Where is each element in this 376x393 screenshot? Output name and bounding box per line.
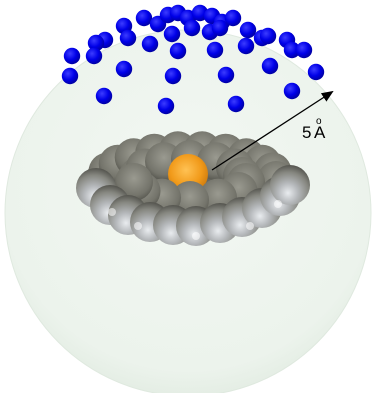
probe-atom — [239, 21, 257, 39]
probe-atom — [164, 67, 182, 85]
probe-atom — [237, 37, 255, 55]
probe-atom — [61, 67, 79, 85]
probe-atom — [85, 47, 103, 65]
radius-label-number: 5 — [302, 123, 311, 142]
probe-atom — [227, 95, 245, 113]
probe-atom — [135, 9, 153, 27]
probe-atom — [211, 19, 229, 37]
probe-atoms — [61, 4, 325, 115]
arrow-icon — [211, 90, 334, 171]
probe-atom — [283, 82, 301, 100]
probe-atom — [63, 47, 81, 65]
atom-highlight — [134, 222, 142, 230]
probe-atom — [217, 66, 235, 84]
radius-label-unit: A — [314, 123, 326, 142]
probe-atom — [87, 34, 105, 52]
probe-atom — [183, 19, 201, 37]
atom-highlight — [274, 200, 282, 208]
probe-atom — [95, 87, 113, 105]
probe-atom — [141, 35, 159, 53]
probe-atom — [307, 63, 325, 81]
probe-atom — [261, 57, 279, 75]
probe-atom — [169, 42, 187, 60]
atom-highlight — [246, 222, 254, 230]
probe-atom — [157, 97, 175, 115]
atom-highlight — [108, 208, 116, 216]
probe-atom — [295, 41, 313, 59]
radius-label-unit-ring: o — [316, 116, 322, 127]
probe-atom — [115, 60, 133, 78]
molecule-front-atoms — [76, 163, 310, 246]
ring-atom — [270, 165, 310, 205]
probe-atom — [206, 41, 224, 59]
probe-atom — [119, 29, 137, 47]
probe-atom — [259, 27, 277, 45]
probe-atom — [163, 25, 181, 43]
probe-atom — [283, 41, 301, 59]
atom-highlight — [192, 232, 200, 240]
probe-atom — [224, 9, 242, 27]
